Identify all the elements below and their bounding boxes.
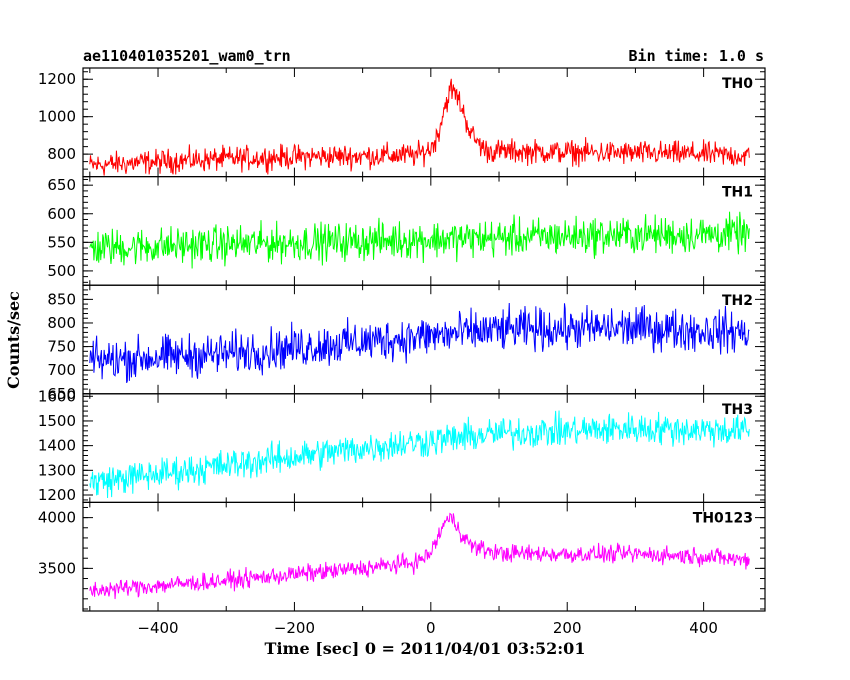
y-tick-label: 750 [47,338,76,356]
panels: 800 1000 1200 TH0 500 550 600 650 TH1 650 700 750 80… [38,67,766,612]
series-line-th1 [89,211,750,269]
panel-th1: 500 550 600 650 TH1 [47,176,766,286]
x-tick-label: −400 [137,619,178,637]
series-line-th2 [89,303,750,383]
y-tick-label: 1400 [38,437,76,455]
series-line-th0 [89,78,750,176]
y-tick-label: 800 [47,145,76,163]
y-tick-label: 600 [47,205,76,223]
y-tick-label: 1600 [38,387,76,405]
panel-label-th2: TH2 [722,293,753,309]
series-line-th0123 [89,512,750,600]
x-tick-label: 200 [553,619,582,637]
y-tick-label: 3500 [38,559,76,577]
panel-label-th1: TH1 [722,185,753,201]
panel-th0: 800 1000 1200 TH0 [38,67,766,178]
panel-frame [82,176,766,286]
y-tick-label: 850 [47,290,76,308]
bin-time-label: Bin time: 1.0 s [629,47,764,65]
chart-title: ae110401035201_wam0_trn [83,47,291,65]
panel-th2: 650 700 750 800 850 TH2 [47,284,766,403]
y-tick-label: 1300 [38,461,76,479]
y-tick-label: 550 [47,233,76,251]
y-tick-label: 650 [47,385,76,403]
y-tick-label: 4000 [38,509,76,527]
x-axis-label: Time [sec] 0 = 2011/04/01 03:52:01 [265,639,586,658]
panel-frame [82,501,766,612]
y-tick-label: 1500 [38,412,76,430]
x-axis: −400 −200 0 200 400 [137,619,718,637]
series-line-th3 [89,410,750,499]
y-tick-label: 650 [47,176,76,194]
y-tick-label: 500 [47,262,76,280]
y-tick-label: 800 [47,314,76,332]
y-tick-label: 1200 [38,486,76,504]
x-tick-label: 400 [689,619,718,637]
x-tick-label: −200 [274,619,315,637]
y-tick-label: 1200 [38,70,76,88]
panel-label-th0123: TH0123 [693,510,753,526]
y-tick-label: 700 [47,361,76,379]
panel-label-th3: TH3 [722,402,753,418]
y-axis-label: Counts/sec [4,291,23,389]
x-tick-label: 0 [426,619,436,637]
panel-th3: 1200 1300 1400 1500 1600 TH3 [38,387,766,504]
panel-th0123: 3500 4000 TH0123 [38,501,766,612]
y-tick-label: 1000 [38,108,76,126]
panel-label-th0: TH0 [722,76,753,92]
